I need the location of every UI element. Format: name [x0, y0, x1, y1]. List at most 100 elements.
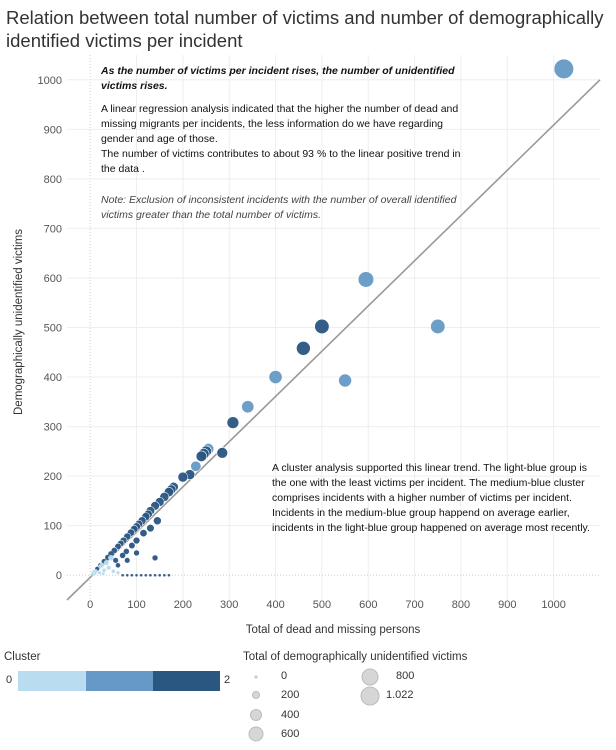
x-tick-label: 400 — [266, 599, 284, 611]
data-point — [148, 573, 152, 577]
size-legend-label-600: 600 — [281, 728, 300, 740]
trend-line-group — [66, 79, 601, 601]
size-legend-circle-1022 — [360, 686, 380, 706]
size-legend-label-800: 800 — [396, 670, 415, 682]
y-tick-label: 300 — [44, 422, 62, 434]
size-legend-label-400: 400 — [281, 709, 300, 721]
data-point — [177, 471, 189, 483]
data-point — [146, 524, 155, 533]
data-point — [162, 573, 166, 577]
data-point — [116, 570, 120, 575]
x-tick-label: 100 — [127, 599, 145, 611]
data-point — [130, 573, 134, 577]
size-legend-circle-800 — [361, 668, 379, 686]
y-tick-label: 700 — [44, 223, 62, 235]
cluster-swatch-1 — [86, 671, 153, 691]
data-point — [122, 548, 130, 555]
data-point — [357, 271, 375, 288]
data-point — [430, 318, 446, 335]
data-point — [103, 560, 110, 566]
x-tick-label: 700 — [405, 599, 423, 611]
y-tick-label: 500 — [44, 323, 62, 335]
annotation-note: Note: Exclusion of inconsistent incident… — [101, 194, 457, 221]
x-tick-label: 500 — [313, 599, 331, 611]
data-point — [167, 573, 171, 577]
y-tick-label: 200 — [44, 471, 62, 483]
data-point — [135, 573, 139, 577]
data-point — [553, 58, 574, 80]
cluster-legend — [18, 671, 220, 691]
data-point — [128, 541, 136, 550]
y-tick-label: 1000 — [38, 75, 62, 87]
x-tick-label: 1000 — [541, 599, 565, 611]
data-point — [153, 516, 162, 526]
data-point — [158, 573, 162, 577]
cluster-swatch-2 — [153, 671, 220, 691]
x-tick-label: 0 — [87, 599, 93, 611]
data-point — [99, 562, 105, 568]
x-tick-label: 900 — [498, 599, 516, 611]
data-point — [106, 565, 112, 571]
y-tick-label: 600 — [44, 273, 62, 285]
annotation-headline: As the number of victims per incident ri… — [101, 65, 455, 92]
data-point — [216, 447, 229, 459]
data-point — [125, 573, 129, 577]
size-legend-circle-200 — [252, 691, 260, 699]
annotation-cluster-text: A cluster analysis supported this linear… — [272, 462, 590, 534]
data-point — [338, 373, 352, 388]
size-legend-title: Total of demographically unidentified vi… — [243, 651, 468, 663]
data-point — [152, 554, 158, 561]
y-tick-label: 100 — [44, 521, 62, 533]
data-point — [268, 370, 283, 384]
data-point — [314, 318, 330, 335]
data-point — [139, 573, 143, 577]
x-tick-labels: 0 100 200 300 400 500 600 700 800 900 1000 — [87, 599, 566, 611]
data-point — [132, 536, 141, 545]
cluster-legend-title: Cluster — [4, 651, 41, 663]
x-tick-label: 300 — [220, 599, 238, 611]
cluster-swatch-0 — [18, 671, 86, 691]
annotation-regression: A linear regression analysis indicated t… — [101, 103, 459, 145]
size-legend-circle-400 — [250, 709, 262, 721]
y-tick-label: 800 — [44, 174, 62, 186]
data-point — [124, 557, 131, 564]
gridlines — [67, 55, 600, 600]
data-point — [101, 568, 107, 573]
data-points — [90, 58, 574, 577]
data-point — [112, 557, 119, 564]
annotation-top: As the number of victims per incident ri… — [101, 64, 461, 223]
data-point — [144, 573, 148, 577]
data-point — [190, 460, 202, 472]
x-tick-label: 600 — [359, 599, 377, 611]
data-point — [111, 569, 116, 574]
y-tick-label: 400 — [44, 372, 62, 384]
cluster-legend-max: 2 — [224, 674, 231, 686]
y-axis-label: Demographically unidentified victims — [13, 229, 25, 415]
data-point — [153, 573, 157, 577]
data-point — [115, 562, 121, 568]
data-point — [139, 529, 148, 538]
data-point — [119, 552, 126, 559]
data-point — [101, 571, 105, 576]
annotation-cluster: A cluster analysis supported this linear… — [272, 461, 590, 536]
annotation-contribution: The number of victims contributes to abo… — [101, 148, 461, 175]
size-legend-circle-600 — [248, 726, 264, 742]
data-point — [241, 400, 255, 414]
cluster-legend-min: 0 — [6, 674, 13, 686]
x-tick-label: 800 — [452, 599, 470, 611]
size-legend-label-1022: 1.022 — [386, 689, 414, 701]
size-legend-label-200: 200 — [281, 689, 300, 701]
size-legend — [248, 668, 380, 742]
data-point — [226, 416, 240, 429]
x-axis-label: Total of dead and missing persons — [246, 624, 421, 636]
data-point — [90, 571, 95, 576]
data-point — [108, 554, 114, 561]
size-legend-label-0: 0 — [281, 670, 288, 682]
x-tick-label: 200 — [174, 599, 192, 611]
data-point — [133, 549, 140, 557]
y-tick-label: 900 — [44, 124, 62, 136]
trend-line — [66, 79, 601, 601]
data-point — [121, 573, 125, 577]
y-tick-label: 0 — [56, 570, 62, 582]
